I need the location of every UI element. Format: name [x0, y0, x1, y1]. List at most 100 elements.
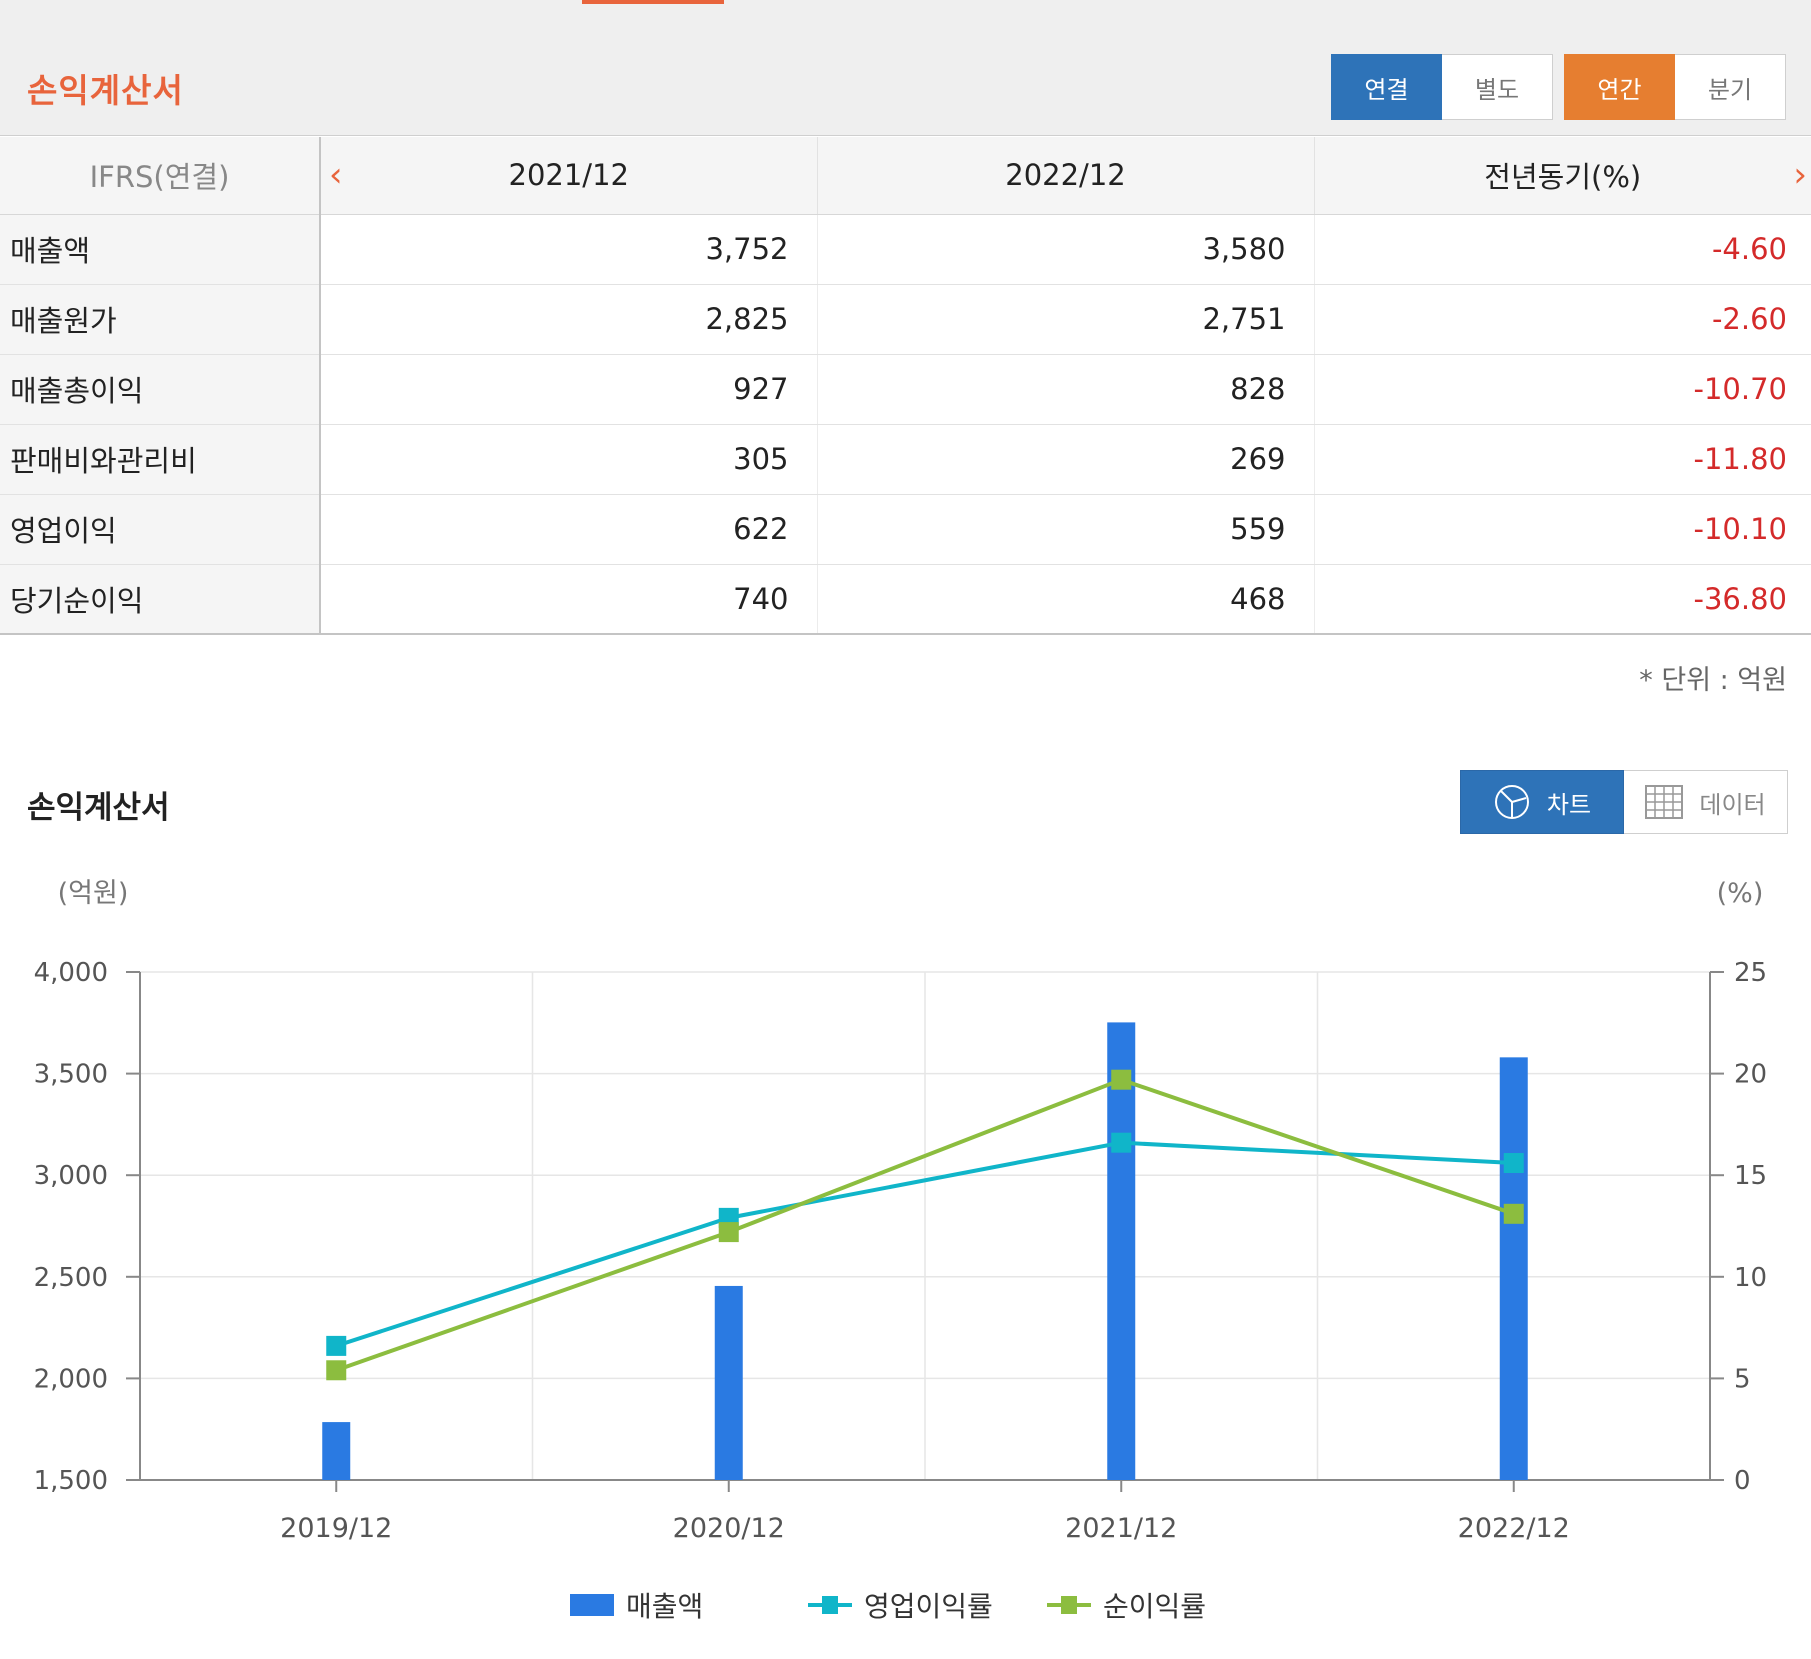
bar-revenue	[322, 1422, 351, 1480]
column-header-label: 2021/12	[508, 158, 629, 193]
left-tick-label: 2,000	[34, 1364, 108, 1394]
point-net-margin	[1111, 1069, 1132, 1090]
cell-2021: 740	[319, 564, 817, 635]
left-axis-label: (억원)	[58, 878, 129, 909]
right-tick-label: 20	[1734, 1060, 1767, 1090]
chart-legend: 매출액 영업이익률 순이익률	[0, 1585, 1811, 1625]
right-tick-label: 5	[1734, 1364, 1751, 1394]
point-net-margin	[326, 1360, 347, 1381]
column-header-yoy: 전년동기(%) ›	[1313, 137, 1811, 215]
legend-item[interactable]: 순이익률	[1047, 1585, 1206, 1625]
legend-item[interactable]: 영업이익률	[808, 1585, 993, 1625]
legend-bar-swatch	[570, 1594, 614, 1616]
left-tick-label: 2,500	[34, 1263, 108, 1293]
cell-yoy: -4.60	[1313, 214, 1811, 285]
consolidated-button[interactable]: 연결	[1331, 54, 1442, 120]
table-row: 판매비와관리비 305 269 -11.80	[0, 424, 1811, 495]
x-tick-label: 2021/12	[1065, 1513, 1177, 1544]
cell-yoy: -10.70	[1313, 354, 1811, 425]
cell-2022: 828	[816, 354, 1314, 425]
separate-button[interactable]: 별도	[1442, 54, 1553, 120]
point-operating-margin	[1111, 1132, 1132, 1153]
table-header-row: IFRS(연결) ‹ 2021/12 2022/12 전년동기(%) ›	[0, 137, 1811, 215]
point-operating-margin	[326, 1335, 347, 1356]
column-header-standard: IFRS(연결)	[0, 137, 321, 215]
table-row: 매출액 3,752 3,580 -4.60	[0, 214, 1811, 285]
scope-toggle: 연결 별도	[1331, 54, 1553, 120]
cell-2022: 559	[816, 494, 1314, 565]
bar-revenue	[714, 1285, 743, 1480]
active-tab-indicator	[582, 0, 724, 4]
line-operating-margin	[335, 1140, 1514, 1348]
annual-button[interactable]: 연간	[1564, 54, 1675, 120]
legend-item[interactable]: 매출액	[570, 1585, 703, 1625]
cell-2021: 2,825	[319, 284, 817, 355]
table-grid-icon	[1645, 785, 1684, 819]
cell-2022: 468	[816, 564, 1314, 635]
table-row: 매출총이익 927 828 -10.70	[0, 354, 1811, 425]
x-tick-label: 2019/12	[280, 1513, 392, 1544]
right-tick-label: 10	[1734, 1263, 1767, 1293]
row-label: 매출총이익	[0, 354, 321, 425]
cell-yoy: -11.80	[1313, 424, 1811, 495]
chart-section-title: 손익계산서	[27, 790, 170, 826]
left-tick-label: 1,500	[34, 1466, 108, 1496]
cell-yoy: -2.60	[1313, 284, 1811, 355]
column-header-label: 전년동기(%)	[1484, 160, 1642, 195]
point-net-margin	[718, 1222, 739, 1243]
cell-2022: 269	[816, 424, 1314, 495]
statement-title: 손익계산서	[27, 71, 184, 110]
cell-yoy: -36.80	[1313, 564, 1811, 635]
right-tick-label: 15	[1734, 1161, 1767, 1191]
cell-yoy: -10.10	[1313, 494, 1811, 565]
line-net-margin	[335, 1077, 1515, 1373]
next-period-arrow-icon[interactable]: ›	[1793, 155, 1807, 195]
unit-note: * 단위 : 억원	[1639, 665, 1787, 696]
cell-2021: 622	[319, 494, 817, 565]
row-label: 당기순이익	[0, 564, 321, 635]
table-row: 당기순이익 740 468 -36.80	[0, 564, 1811, 635]
quarter-button[interactable]: 분기	[1675, 54, 1786, 120]
cell-2021: 927	[319, 354, 817, 425]
table-row: 영업이익 622 559 -10.10	[0, 494, 1811, 565]
table-row: 매출원가 2,825 2,751 -2.60	[0, 284, 1811, 355]
row-label: 매출액	[0, 214, 321, 285]
chart-view-label: 차트	[1546, 790, 1592, 819]
column-header-2021: ‹ 2021/12	[319, 137, 817, 215]
prev-period-arrow-icon[interactable]: ‹	[329, 155, 343, 195]
x-tick-label: 2020/12	[673, 1513, 785, 1544]
period-toggle: 연간 분기	[1564, 54, 1786, 120]
row-label: 판매비와관리비	[0, 424, 321, 495]
cell-2022: 3,580	[816, 214, 1314, 285]
bar-revenue	[1107, 1022, 1136, 1480]
row-label: 매출원가	[0, 284, 321, 355]
legend-label: 순이익률	[1103, 1590, 1207, 1623]
data-view-button[interactable]: 데이터	[1624, 770, 1788, 834]
legend-line-swatch	[808, 1596, 852, 1614]
cell-2021: 305	[319, 424, 817, 495]
pie-chart-icon	[1494, 785, 1529, 819]
income-chart: (억원) (%) 4,000 3,500 3,000 2,500 2,000 1,500 25 2…	[34, 878, 1768, 1544]
row-label: 영업이익	[0, 494, 321, 565]
chart-view-button[interactable]: 차트	[1460, 770, 1624, 834]
legend-label: 매출액	[626, 1590, 704, 1623]
left-tick-label: 3,000	[34, 1161, 108, 1191]
column-header-2022: 2022/12	[816, 137, 1314, 215]
left-tick-label: 4,000	[34, 958, 108, 988]
statement-header: 손익계산서 연결 별도 연간 분기	[0, 0, 1811, 136]
x-tick-label: 2022/12	[1458, 1513, 1570, 1544]
point-operating-margin	[1503, 1153, 1524, 1174]
legend-label: 영업이익률	[864, 1590, 993, 1623]
cell-2021: 3,752	[319, 214, 817, 285]
bar-revenue	[1499, 1057, 1528, 1480]
cell-2022: 2,751	[816, 284, 1314, 355]
legend-line-swatch	[1047, 1596, 1091, 1614]
point-net-margin	[1503, 1203, 1524, 1224]
right-axis-label: (%)	[1717, 878, 1764, 909]
income-statement-table: IFRS(연결) ‹ 2021/12 2022/12 전년동기(%) › 매출액…	[0, 137, 1811, 635]
right-tick-label: 0	[1734, 1466, 1751, 1496]
right-tick-label: 25	[1734, 958, 1767, 988]
data-view-label: 데이터	[1699, 790, 1766, 819]
left-tick-label: 3,500	[34, 1060, 108, 1090]
view-toggle: 차트 데이터	[1460, 770, 1788, 834]
